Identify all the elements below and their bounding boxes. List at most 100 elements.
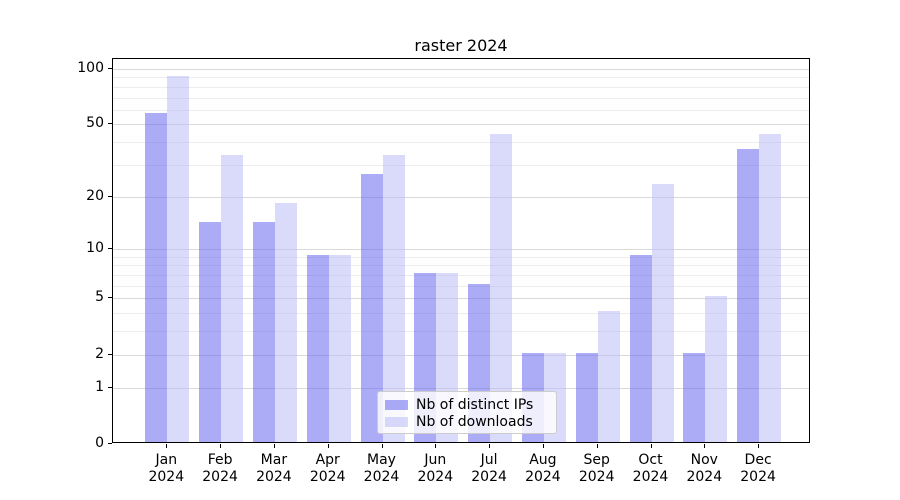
gridline-minor [113,164,809,166]
bar-distinct-ips-feb [199,221,222,442]
y-tick-label: 50 [86,115,104,132]
plot-area: Nb of distinct IPs Nb of downloads [112,58,810,443]
x-tick-year: 2024 [363,469,400,485]
bar-distinct-ips-may [360,174,383,442]
gridline-minor [113,77,809,79]
gridline-major [113,249,809,251]
x-tick-mark [220,444,222,448]
legend-label-distinct-ips: Nb of distinct IPs [416,397,534,413]
chart-title: raster 2024 [414,36,508,55]
y-tick-mark [108,248,112,250]
gridline-minor [113,109,809,111]
gridline-minor [113,285,809,287]
gridline-major [113,124,809,126]
gridline-minor [113,97,809,99]
gridline-minor [113,86,809,88]
x-tick-mark [596,444,598,448]
x-tick-month: Mar [260,452,288,468]
y-tick-label: 5 [95,289,104,306]
x-tick-label-oct: Oct 2024 [616,452,686,486]
x-tick-mark [381,444,383,448]
x-tick-month: Dec [744,452,772,468]
bar-distinct-ips-oct [629,254,652,442]
bar-downloads-may [382,155,405,442]
bar-downloads-sep [597,311,620,442]
bar-distinct-ips-sep [575,352,598,442]
x-tick-label-nov: Nov 2024 [669,452,739,486]
x-tick-mark [758,444,760,448]
x-tick-label-jul: Jul 2024 [454,452,524,486]
bar-distinct-ips-mar [252,221,275,442]
x-tick-year: 2024 [148,469,185,485]
x-tick-mark [435,444,437,448]
bar-downloads-jan [167,76,190,442]
bar-distinct-ips-dec [737,148,760,442]
x-tick-label-aug: Aug 2024 [508,452,578,486]
x-tick-mark [327,444,329,448]
gridline-minor [113,256,809,258]
bar-distinct-ips-nov [683,352,706,442]
legend-entry-downloads: Nb of downloads [385,414,548,430]
gridline-minor [113,313,809,315]
legend-swatch-downloads [385,417,408,427]
bar-downloads-feb [221,155,244,442]
x-tick-year: 2024 [417,469,454,485]
x-tick-year: 2024 [471,469,507,485]
x-tick-label-sep: Sep 2024 [562,452,632,486]
x-tick-label-feb: Feb 2024 [185,452,255,486]
x-tick-month: Sep [583,452,610,468]
y-tick-label: 10 [86,240,104,257]
x-tick-year: 2024 [309,469,346,485]
bar-distinct-ips-jan [145,113,168,442]
x-tick-month: May [367,452,396,468]
bar-downloads-apr [328,254,351,442]
x-tick-month: Nov [690,452,718,468]
x-tick-mark [166,444,168,448]
x-tick-label-dec: Dec 2024 [723,452,793,486]
x-tick-mark [542,444,544,448]
y-tick-mark [108,353,112,355]
x-tick-year: 2024 [578,469,615,485]
x-tick-month: Jun [424,452,447,468]
x-tick-year: 2024 [686,469,723,485]
gridline-major [113,298,809,300]
y-tick-mark [108,297,112,299]
x-tick-month: Oct [638,452,663,468]
bar-downloads-jul [490,134,513,442]
x-tick-mark [650,444,652,448]
legend-label-downloads: Nb of downloads [416,414,533,430]
bar-downloads-nov [705,296,728,442]
y-tick-mark [108,443,112,444]
y-tick-mark [108,123,112,125]
gridline-minor [113,331,809,333]
legend-entry-distinct-ips: Nb of distinct IPs [385,397,548,413]
gridline-major [113,387,809,389]
x-tick-label-apr: Apr 2024 [293,452,363,486]
x-tick-mark [704,444,706,448]
gridline-major [113,196,809,198]
x-tick-year: 2024 [256,469,292,485]
y-tick-label: 2 [95,345,104,362]
y-tick-label: 0 [95,435,104,451]
x-tick-label-mar: Mar 2024 [239,452,309,486]
gridline-minor [113,275,809,276]
y-tick-mark [108,67,112,69]
x-tick-month: Apr [315,452,340,468]
x-tick-label-jun: Jun 2024 [400,452,470,486]
bar-distinct-ips-apr [306,254,329,442]
bar-downloads-mar [274,202,297,442]
bar-downloads-dec [759,134,782,442]
legend-swatch-distinct-ips [385,400,408,410]
x-tick-label-jan: Jan 2024 [131,452,201,486]
x-tick-label-may: May 2024 [347,452,417,486]
x-tick-month: Jul [480,452,498,468]
x-tick-year: 2024 [202,469,238,485]
legend: Nb of distinct IPs Nb of downloads [377,391,557,434]
gridline-minor [113,265,809,267]
x-tick-mark [489,444,491,448]
x-tick-mark [273,444,275,448]
bar-downloads-oct [651,183,674,442]
y-tick-label: 1 [95,378,104,395]
y-tick-mark [108,195,112,197]
